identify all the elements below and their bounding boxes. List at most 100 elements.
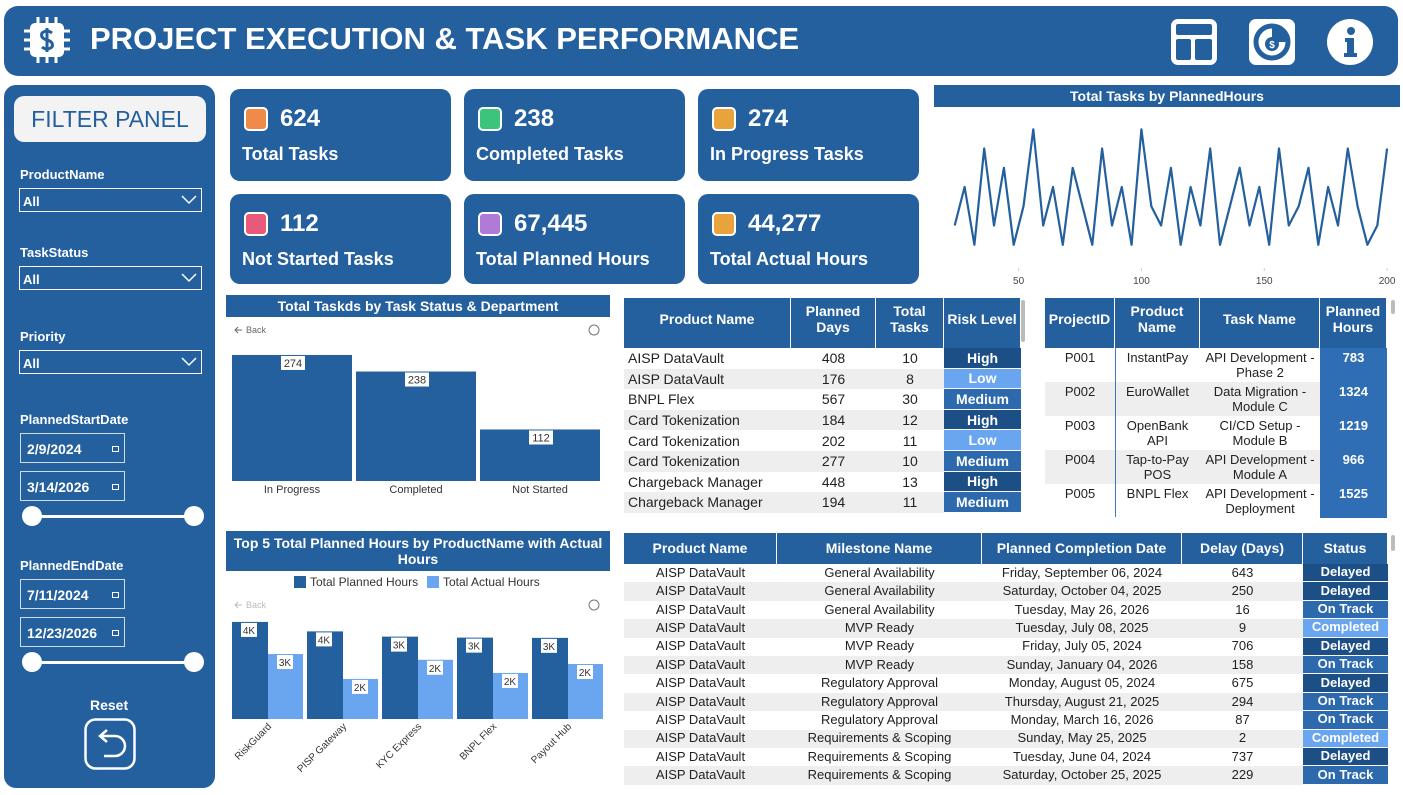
table-header-bg [624,533,1388,564]
table-cell: P003 [1064,418,1096,433]
table-cell: 158 [1231,656,1254,672]
table-cell: Medium [944,389,1021,410]
table-cell: InstantPay [1126,350,1189,365]
table-header: ProjectID [1045,298,1115,348]
table-row [624,348,1021,369]
table-cell: Delayed [1303,674,1388,693]
table-cell: OpenBank API [1126,418,1189,448]
table-cell: Friday, September 06, 2024 [1001,564,1163,580]
table-cell: 30 [902,391,918,408]
data-label: 2K [354,683,367,694]
data-label: 274 [284,358,302,370]
back-button: Back [246,325,267,335]
data-label: 3K [393,641,406,652]
table-row [624,619,1388,638]
slider-track [32,515,194,518]
slider-handle[interactable] [184,652,204,672]
table-cell: Tap-to-Pay POS [1126,452,1189,482]
dropdown[interactable]: All [19,266,202,290]
table-divider [1115,348,1116,517]
table-cell: Requirements & Scoping [807,748,952,764]
table-cell: Sunday, January 04, 2026 [1006,656,1158,672]
table-header: Product Name [624,533,777,564]
table-row [624,471,1021,493]
kpi-icon [478,107,502,131]
kpi-label: Not Started Tasks [242,249,394,269]
table-header: Task Name [1200,298,1320,348]
slider-handle[interactable] [22,506,42,526]
x-tick-label: BNPL Flex [458,721,499,762]
data-label-bg [502,673,518,688]
hours-chart-title: Top 5 Total Planned Hours by ProductName… [226,531,610,571]
table-cell: Monday, August 05, 2024 [1008,675,1156,691]
dropdown-chevron [181,357,197,367]
table-cell: Requirements & Scoping [807,767,952,783]
slider-handle[interactable] [22,652,42,672]
table-cell: 783 [1320,348,1387,382]
table-cell: P004 [1064,452,1096,467]
x-tick-label: Payout Hub [529,721,574,766]
table-cell: On Track [1303,711,1388,730]
table-cell: API Development - Deployment [1205,486,1315,516]
table-cell: 11 [902,432,918,449]
data-label: 4K [318,635,331,646]
x-tick-label: 50 [1013,276,1025,287]
date-input[interactable]: 3/14/2026 [20,471,125,501]
table-header: Product Name [624,298,791,348]
table-header: Delay (Days) [1182,533,1303,564]
table-header: Planned Hours [1320,298,1387,348]
info-icon[interactable] [1326,18,1374,66]
x-tick-label: In Progress [264,484,321,496]
table-cell: On Track [1303,766,1388,785]
x-tick-label: 100 [1133,276,1150,287]
kpi-card [698,194,919,284]
table-cell: 1219 [1320,416,1387,450]
kpi-value: 274 [748,105,789,132]
table-cell: Delayed [1303,582,1388,601]
kpi-label: Total Actual Hours [710,249,869,269]
table-header: Status [1303,533,1388,564]
slider-handle[interactable] [184,506,204,526]
dropdown[interactable]: All [19,350,202,374]
date-input[interactable]: 2/9/2024 [20,433,125,463]
table-row [624,368,1021,390]
help-icon [588,599,600,611]
data-label: 3K [279,658,292,669]
table-cell: 12 [902,412,918,429]
legend-swatch [294,576,306,588]
data-label-bg [352,679,368,694]
table-cell: AISP DataVault [655,767,746,783]
table-cell: 448 [821,473,846,490]
svg-text:$: $ [1269,40,1275,51]
table-cell: AISP DataVault [655,583,746,599]
kpi-icon [712,107,736,131]
dropdown[interactable]: All [19,188,202,212]
table-cell: EuroWallet [1125,384,1190,399]
scrollbar [1021,300,1025,342]
table-cell: Friday, July 05, 2024 [1022,638,1142,654]
dropdown-chevron [181,195,197,205]
table-cell: AISP DataVault [655,638,746,654]
table-cell: Saturday, October 04, 2025 [1002,583,1162,599]
table-cell: Completed [1303,619,1388,638]
data-label: 112 [532,432,550,444]
kpi-icon [478,212,502,236]
layout-icon[interactable] [1169,17,1219,67]
bar [457,637,493,719]
date-input[interactable]: 12/23/2026 [20,617,125,647]
x-tick-label: 200 [1379,276,1396,287]
x-tick-label: Not Started [512,484,568,496]
table-cell: Regulatory Approval [820,711,939,727]
data-label-bg [427,660,443,675]
table-cell: 202 [821,432,846,449]
table-row [624,711,1388,730]
reset-button[interactable] [84,718,136,770]
table-row [624,451,1021,472]
finance-icon[interactable]: $ [1247,17,1297,67]
date-input[interactable]: 7/11/2024 [20,579,125,609]
table-header: Planned Completion Date [982,533,1182,564]
data-label: 4K [243,626,256,637]
kpi-value: 112 [280,210,319,237]
bar [568,663,603,719]
